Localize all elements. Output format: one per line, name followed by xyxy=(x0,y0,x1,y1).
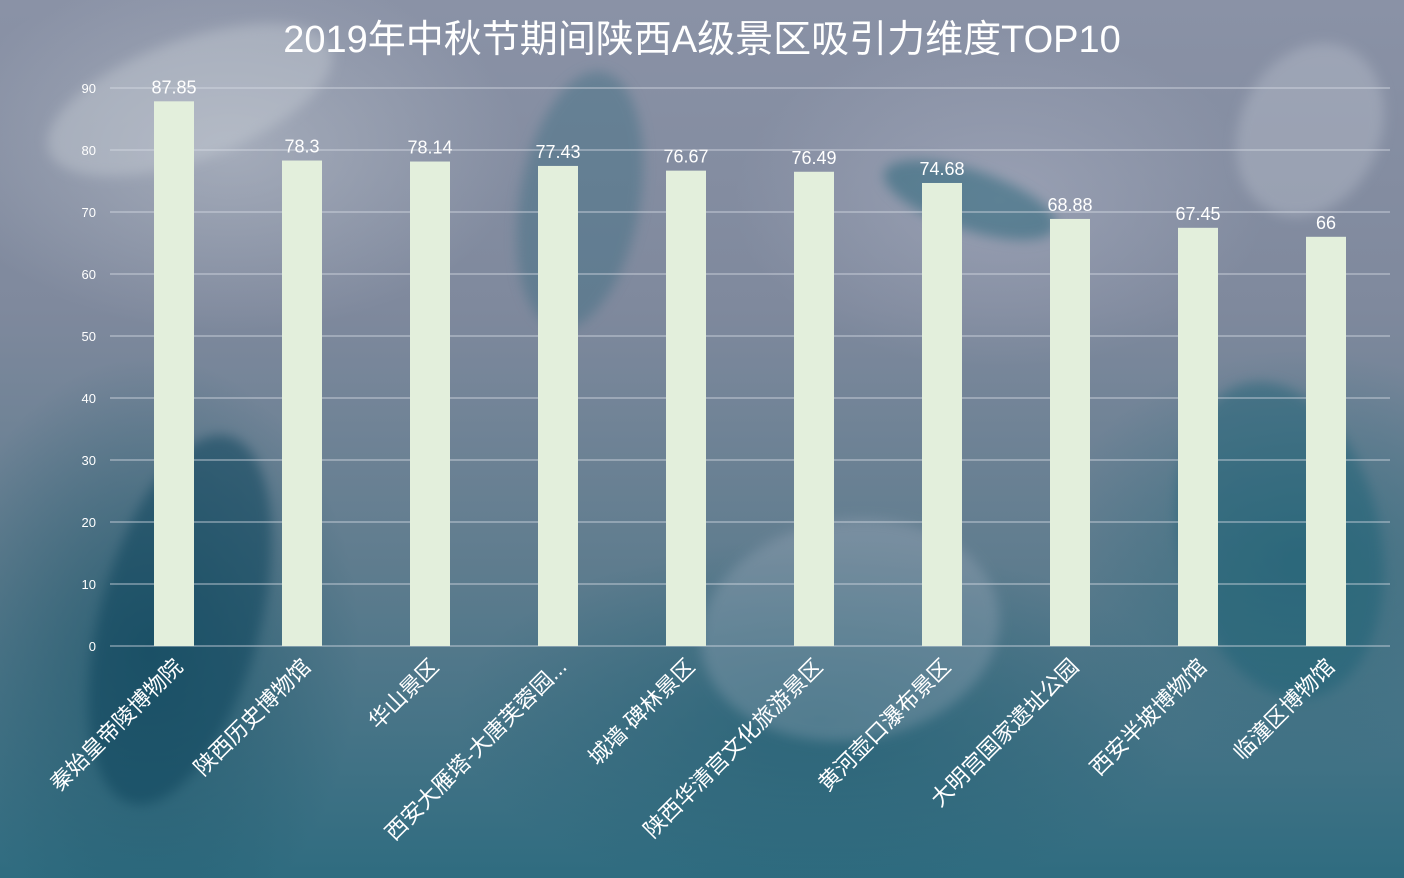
y-tick-label: 0 xyxy=(89,639,96,654)
bar xyxy=(1050,218,1090,646)
y-tick-label: 70 xyxy=(82,205,96,220)
chart-title: 2019年中秋节期间陕西A级景区吸引力维度TOP10 xyxy=(283,19,1121,61)
bar xyxy=(1306,236,1346,647)
y-axis-ticks: 0 10 20 30 40 50 60 70 80 90 xyxy=(82,81,96,654)
bar xyxy=(794,171,834,646)
bar xyxy=(410,161,450,647)
gridlines xyxy=(110,87,1390,647)
bars xyxy=(154,101,1346,647)
data-label: 74.68 xyxy=(919,159,964,179)
data-label: 78.3 xyxy=(284,137,319,157)
data-label: 77.43 xyxy=(535,142,580,162)
data-label: 76.49 xyxy=(791,148,836,168)
y-tick-label: 30 xyxy=(82,453,96,468)
data-label: 78.14 xyxy=(407,138,452,158)
y-tick-label: 10 xyxy=(82,577,96,592)
value-labels: 87.85 78.3 78.14 77.43 76.67 76.49 74.68 68.88 6… xyxy=(151,77,1336,232)
x-tick-label: 西安半坡博物馆 xyxy=(1085,654,1212,781)
x-tick-label: 临潼区博物馆 xyxy=(1229,654,1340,765)
bar xyxy=(154,101,194,646)
bar xyxy=(666,170,706,646)
bar xyxy=(1178,227,1218,646)
x-tick-label: 黄河壶口瀑布景区 xyxy=(813,654,955,796)
x-tick-label: 陕西历史博物馆 xyxy=(189,654,316,781)
data-label: 67.45 xyxy=(1175,204,1220,224)
y-tick-label: 80 xyxy=(82,143,96,158)
bar xyxy=(282,160,322,647)
bar xyxy=(922,182,962,646)
y-tick-label: 50 xyxy=(82,329,96,344)
data-label: 68.88 xyxy=(1047,195,1092,215)
y-tick-label: 90 xyxy=(82,81,96,96)
y-tick-label: 60 xyxy=(82,267,96,282)
x-tick-label: 华山景区 xyxy=(364,654,444,734)
x-tick-label: 城墙·碑林景区 xyxy=(583,654,699,770)
data-label: 66 xyxy=(1316,213,1336,233)
data-label: 87.85 xyxy=(151,77,196,97)
y-tick-label: 40 xyxy=(82,391,96,406)
data-label: 76.67 xyxy=(663,147,708,167)
y-tick-label: 20 xyxy=(82,515,96,530)
bar xyxy=(538,165,578,646)
x-tick-label: 秦始皇帝陵博物院 xyxy=(45,654,187,796)
